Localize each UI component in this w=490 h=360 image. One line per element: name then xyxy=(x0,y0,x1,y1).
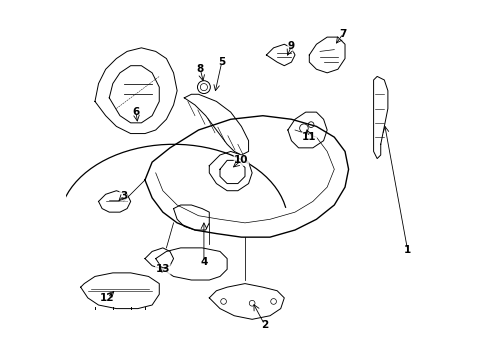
Text: 13: 13 xyxy=(156,264,170,274)
Text: 3: 3 xyxy=(120,191,127,201)
Text: 4: 4 xyxy=(200,257,208,267)
Text: 10: 10 xyxy=(234,156,249,165)
Text: 8: 8 xyxy=(196,64,204,74)
Text: 1: 1 xyxy=(404,245,411,255)
Text: 5: 5 xyxy=(218,57,225,67)
Text: 2: 2 xyxy=(261,320,268,330)
Text: 6: 6 xyxy=(132,107,140,117)
Text: 9: 9 xyxy=(288,41,295,51)
Text: 7: 7 xyxy=(340,28,347,39)
Text: 11: 11 xyxy=(302,132,317,142)
Text: 12: 12 xyxy=(100,293,115,303)
